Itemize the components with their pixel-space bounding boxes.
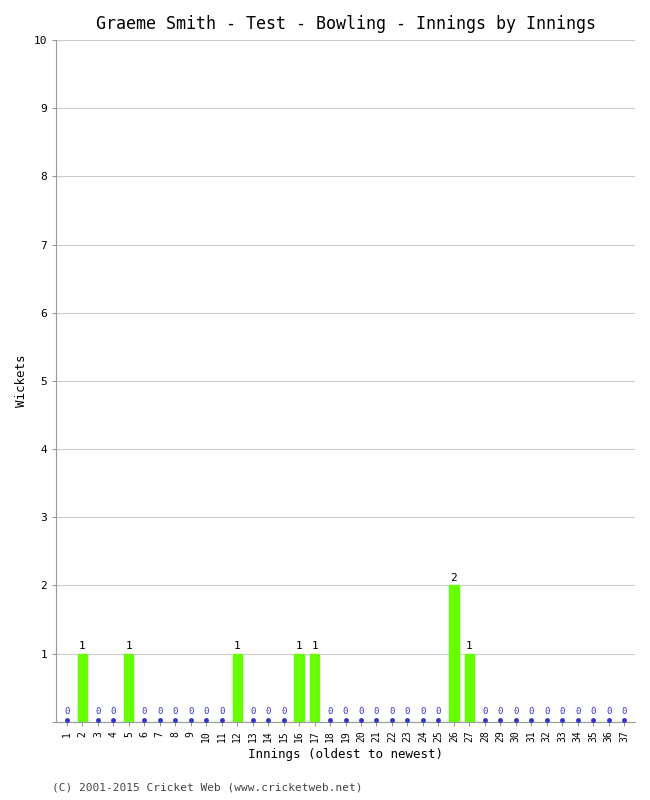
Text: 0: 0	[358, 706, 364, 715]
Text: 0: 0	[513, 706, 519, 715]
Bar	[233, 654, 242, 722]
Text: 0: 0	[142, 706, 147, 715]
Text: 0: 0	[250, 706, 255, 715]
Text: 0: 0	[560, 706, 565, 715]
Text: 0: 0	[111, 706, 116, 715]
Bar	[124, 654, 133, 722]
Text: 1: 1	[125, 641, 132, 650]
Text: 0: 0	[64, 706, 70, 715]
Text: 0: 0	[528, 706, 534, 715]
Text: 0: 0	[343, 706, 348, 715]
X-axis label: Innings (oldest to newest): Innings (oldest to newest)	[248, 748, 443, 761]
Text: (C) 2001-2015 Cricket Web (www.cricketweb.net): (C) 2001-2015 Cricket Web (www.cricketwe…	[52, 782, 363, 792]
Text: 0: 0	[544, 706, 549, 715]
Text: 1: 1	[296, 641, 302, 650]
Bar	[465, 654, 474, 722]
Text: 0: 0	[606, 706, 612, 715]
Text: 1: 1	[311, 641, 318, 650]
Text: 0: 0	[95, 706, 101, 715]
Title: Graeme Smith - Test - Bowling - Innings by Innings: Graeme Smith - Test - Bowling - Innings …	[96, 15, 595, 33]
Text: 0: 0	[203, 706, 209, 715]
Text: 1: 1	[466, 641, 473, 650]
Text: 0: 0	[498, 706, 503, 715]
Bar	[449, 586, 458, 722]
Text: 0: 0	[421, 706, 426, 715]
Text: 0: 0	[374, 706, 379, 715]
Text: 0: 0	[157, 706, 162, 715]
Text: 1: 1	[234, 641, 240, 650]
Bar	[310, 654, 319, 722]
Text: 0: 0	[575, 706, 580, 715]
Text: 2: 2	[450, 573, 457, 582]
Y-axis label: Wickets: Wickets	[15, 354, 28, 407]
Text: 0: 0	[590, 706, 596, 715]
Text: 0: 0	[621, 706, 627, 715]
Text: 0: 0	[188, 706, 194, 715]
Text: 0: 0	[405, 706, 410, 715]
Text: 0: 0	[389, 706, 395, 715]
Text: 0: 0	[281, 706, 286, 715]
Bar	[294, 654, 304, 722]
Bar	[78, 654, 87, 722]
Text: 0: 0	[265, 706, 271, 715]
Text: 0: 0	[482, 706, 488, 715]
Text: 0: 0	[328, 706, 333, 715]
Text: 0: 0	[219, 706, 224, 715]
Text: 1: 1	[79, 641, 86, 650]
Text: 0: 0	[173, 706, 178, 715]
Text: 0: 0	[436, 706, 441, 715]
